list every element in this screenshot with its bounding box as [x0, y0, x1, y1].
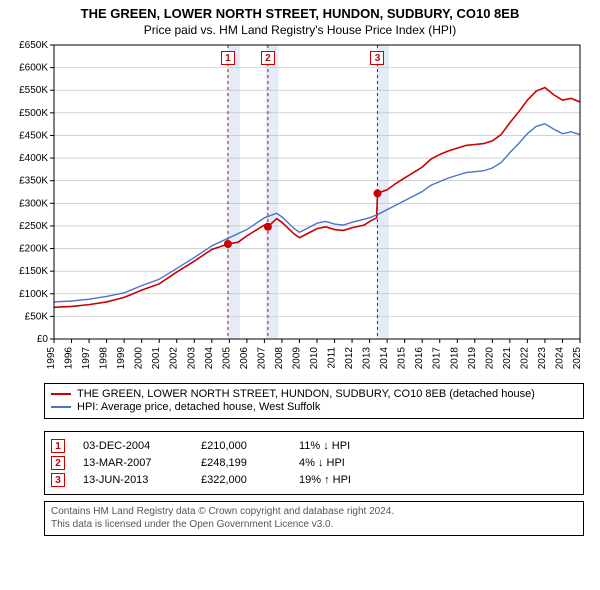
- legend-label: HPI: Average price, detached house, West…: [77, 401, 320, 413]
- svg-text:2011: 2011: [327, 347, 338, 369]
- figure-container: THE GREEN, LOWER NORTH STREET, HUNDON, S…: [0, 0, 600, 590]
- svg-text:1999: 1999: [116, 347, 127, 370]
- event-marker-label: 1: [221, 51, 235, 65]
- event-date: 13-JUN-2013: [83, 474, 183, 486]
- svg-text:£650K: £650K: [19, 40, 48, 51]
- legend-label: THE GREEN, LOWER NORTH STREET, HUNDON, S…: [77, 388, 535, 400]
- svg-text:2009: 2009: [291, 347, 302, 370]
- svg-text:2007: 2007: [256, 347, 267, 370]
- svg-text:1997: 1997: [81, 347, 92, 370]
- svg-text:£0: £0: [37, 334, 49, 345]
- svg-text:2022: 2022: [519, 347, 530, 370]
- event-row: 3 13-JUN-2013 £322,000 19% ↑ HPI: [51, 473, 577, 487]
- event-price: £248,199: [201, 457, 281, 469]
- svg-text:2010: 2010: [309, 347, 320, 370]
- svg-text:£50K: £50K: [25, 311, 49, 322]
- svg-text:2004: 2004: [204, 347, 215, 370]
- event-number: 3: [51, 473, 65, 487]
- chart-subtitle: Price paid vs. HM Land Registry's House …: [10, 23, 590, 37]
- svg-text:2021: 2021: [502, 347, 513, 370]
- svg-text:2018: 2018: [449, 347, 460, 370]
- svg-text:£200K: £200K: [19, 244, 48, 255]
- svg-text:2013: 2013: [362, 347, 373, 370]
- svg-text:£250K: £250K: [19, 221, 48, 232]
- svg-text:2002: 2002: [169, 347, 180, 370]
- svg-text:£300K: £300K: [19, 198, 48, 209]
- event-row: 1 03-DEC-2004 £210,000 11% ↓ HPI: [51, 439, 577, 453]
- svg-text:1996: 1996: [64, 347, 75, 370]
- footer-line-2: This data is licensed under the Open Gov…: [51, 519, 577, 532]
- legend-row: HPI: Average price, detached house, West…: [51, 401, 577, 413]
- svg-text:2016: 2016: [414, 347, 425, 370]
- svg-text:2012: 2012: [344, 347, 355, 370]
- svg-text:2008: 2008: [274, 347, 285, 370]
- svg-text:2019: 2019: [467, 347, 478, 370]
- svg-text:2006: 2006: [239, 347, 250, 370]
- legend-swatch: [51, 406, 71, 408]
- chart-area: £0 £50K £100K £150K £200K £250K £300K £350K £400…: [10, 37, 590, 377]
- svg-text:2001: 2001: [151, 347, 162, 370]
- events-table: 1 03-DEC-2004 £210,000 11% ↓ HPI 2 13-MAR-200…: [44, 431, 584, 495]
- svg-text:£550K: £550K: [19, 85, 48, 96]
- svg-text:2014: 2014: [379, 347, 390, 370]
- title-block: THE GREEN, LOWER NORTH STREET, HUNDON, S…: [10, 6, 590, 37]
- event-delta: 19% ↑ HPI: [299, 474, 351, 486]
- event-number: 1: [51, 439, 65, 453]
- footer-line-1: Contains HM Land Registry data © Crown c…: [51, 506, 577, 519]
- event-row: 2 13-MAR-2007 £248,199 4% ↓ HPI: [51, 456, 577, 470]
- event-date: 03-DEC-2004: [83, 440, 183, 452]
- svg-text:£400K: £400K: [19, 153, 48, 164]
- event-marker-label: 2: [261, 51, 275, 65]
- svg-text:1998: 1998: [99, 347, 110, 370]
- chart-title: THE GREEN, LOWER NORTH STREET, HUNDON, S…: [10, 6, 590, 21]
- event-number: 2: [51, 456, 65, 470]
- svg-text:2000: 2000: [134, 347, 145, 370]
- svg-text:2005: 2005: [221, 347, 232, 370]
- svg-text:2020: 2020: [484, 347, 495, 370]
- svg-text:£600K: £600K: [19, 63, 48, 74]
- legend-row: THE GREEN, LOWER NORTH STREET, HUNDON, S…: [51, 388, 577, 400]
- event-delta: 11% ↓ HPI: [299, 440, 350, 452]
- svg-text:1995: 1995: [46, 347, 57, 370]
- svg-text:£100K: £100K: [19, 289, 48, 300]
- line-chart: £0 £50K £100K £150K £200K £250K £300K £350K £400…: [10, 37, 590, 377]
- svg-text:2023: 2023: [537, 347, 548, 370]
- svg-text:£500K: £500K: [19, 108, 48, 119]
- svg-text:£350K: £350K: [19, 176, 48, 187]
- footer-attribution: Contains HM Land Registry data © Crown c…: [44, 501, 584, 536]
- svg-text:2024: 2024: [554, 347, 565, 370]
- event-delta: 4% ↓ HPI: [299, 457, 345, 469]
- event-date: 13-MAR-2007: [83, 457, 183, 469]
- svg-text:2025: 2025: [572, 347, 583, 370]
- event-price: £322,000: [201, 474, 281, 486]
- svg-text:£450K: £450K: [19, 130, 48, 141]
- legend-box: THE GREEN, LOWER NORTH STREET, HUNDON, S…: [44, 383, 584, 419]
- event-marker-label: 3: [370, 51, 384, 65]
- svg-text:2017: 2017: [432, 347, 443, 370]
- svg-text:2003: 2003: [186, 347, 197, 370]
- svg-text:2015: 2015: [397, 347, 408, 370]
- event-price: £210,000: [201, 440, 281, 452]
- svg-text:£150K: £150K: [19, 266, 48, 277]
- legend-swatch: [51, 393, 71, 395]
